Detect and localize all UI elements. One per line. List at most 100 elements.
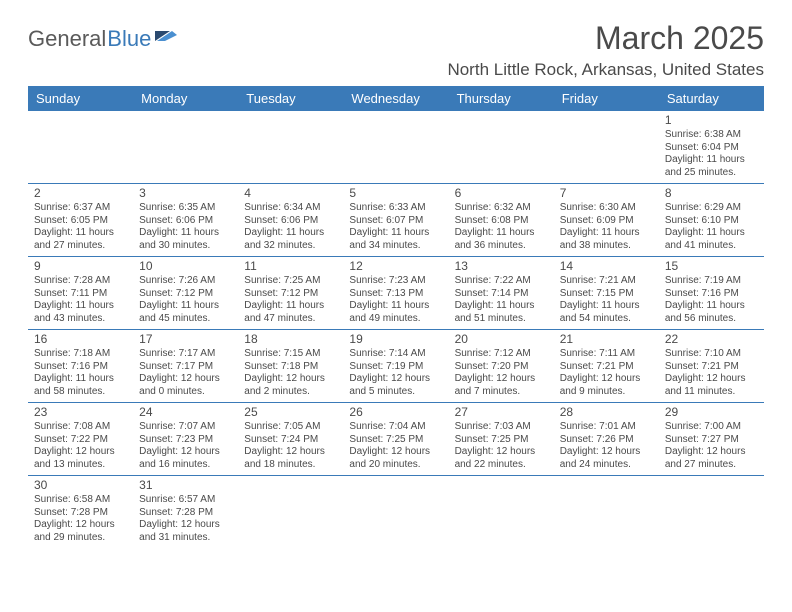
calendar-cell: 2Sunrise: 6:37 AMSunset: 6:05 PMDaylight… [28, 184, 133, 257]
sunrise-line: Sunrise: 7:25 AM [244, 275, 337, 288]
day-number: 26 [349, 405, 442, 420]
day-number: 22 [665, 332, 758, 347]
sunrise-line: Sunrise: 6:30 AM [560, 202, 653, 215]
calendar-row: 16Sunrise: 7:18 AMSunset: 7:16 PMDayligh… [28, 330, 764, 403]
daylight-line: Daylight: 11 hours and 32 minutes. [244, 227, 337, 252]
sunrise-line: Sunrise: 7:12 AM [455, 348, 548, 361]
calendar-cell: 23Sunrise: 7:08 AMSunset: 7:22 PMDayligh… [28, 403, 133, 476]
calendar-cell-empty [238, 476, 343, 549]
calendar-cell: 6Sunrise: 6:32 AMSunset: 6:08 PMDaylight… [449, 184, 554, 257]
day-number: 13 [455, 259, 548, 274]
day-number: 31 [139, 478, 232, 493]
calendar-cell-empty [343, 111, 448, 184]
daylight-line: Daylight: 12 hours and 29 minutes. [34, 519, 127, 544]
calendar-row: 30Sunrise: 6:58 AMSunset: 7:28 PMDayligh… [28, 476, 764, 549]
daylight-line: Daylight: 12 hours and 24 minutes. [560, 446, 653, 471]
calendar-table: SundayMondayTuesdayWednesdayThursdayFrid… [28, 86, 764, 548]
calendar-cell: 20Sunrise: 7:12 AMSunset: 7:20 PMDayligh… [449, 330, 554, 403]
sunset-line: Sunset: 6:08 PM [455, 215, 548, 228]
day-header: Sunday [28, 86, 133, 111]
day-number: 2 [34, 186, 127, 201]
day-number: 23 [34, 405, 127, 420]
day-number: 4 [244, 186, 337, 201]
location: North Little Rock, Arkansas, United Stat… [447, 60, 764, 80]
day-number: 25 [244, 405, 337, 420]
sunrise-line: Sunrise: 6:29 AM [665, 202, 758, 215]
day-number: 20 [455, 332, 548, 347]
sunset-line: Sunset: 7:12 PM [244, 288, 337, 301]
daylight-line: Daylight: 12 hours and 31 minutes. [139, 519, 232, 544]
calendar-cell: 7Sunrise: 6:30 AMSunset: 6:09 PMDaylight… [554, 184, 659, 257]
sunset-line: Sunset: 7:21 PM [665, 361, 758, 374]
sunset-line: Sunset: 7:20 PM [455, 361, 548, 374]
calendar-row: 1Sunrise: 6:38 AMSunset: 6:04 PMDaylight… [28, 111, 764, 184]
day-number: 16 [34, 332, 127, 347]
day-header: Wednesday [343, 86, 448, 111]
sunrise-line: Sunrise: 7:18 AM [34, 348, 127, 361]
daylight-line: Daylight: 11 hours and 30 minutes. [139, 227, 232, 252]
calendar-row: 2Sunrise: 6:37 AMSunset: 6:05 PMDaylight… [28, 184, 764, 257]
sunset-line: Sunset: 7:17 PM [139, 361, 232, 374]
sunset-line: Sunset: 7:14 PM [455, 288, 548, 301]
sunrise-line: Sunrise: 7:21 AM [560, 275, 653, 288]
day-number: 28 [560, 405, 653, 420]
calendar-cell: 14Sunrise: 7:21 AMSunset: 7:15 PMDayligh… [554, 257, 659, 330]
daylight-line: Daylight: 11 hours and 36 minutes. [455, 227, 548, 252]
sunset-line: Sunset: 7:21 PM [560, 361, 653, 374]
sunset-line: Sunset: 6:10 PM [665, 215, 758, 228]
calendar-cell-empty [28, 111, 133, 184]
sunset-line: Sunset: 7:11 PM [34, 288, 127, 301]
calendar-row: 23Sunrise: 7:08 AMSunset: 7:22 PMDayligh… [28, 403, 764, 476]
daylight-line: Daylight: 12 hours and 9 minutes. [560, 373, 653, 398]
day-header: Friday [554, 86, 659, 111]
sunset-line: Sunset: 7:18 PM [244, 361, 337, 374]
day-number: 10 [139, 259, 232, 274]
daylight-line: Daylight: 11 hours and 43 minutes. [34, 300, 127, 325]
daylight-line: Daylight: 11 hours and 25 minutes. [665, 154, 758, 179]
sunset-line: Sunset: 7:27 PM [665, 434, 758, 447]
calendar-cell: 29Sunrise: 7:00 AMSunset: 7:27 PMDayligh… [659, 403, 764, 476]
sunset-line: Sunset: 7:23 PM [139, 434, 232, 447]
sunrise-line: Sunrise: 7:08 AM [34, 421, 127, 434]
calendar-row: 9Sunrise: 7:28 AMSunset: 7:11 PMDaylight… [28, 257, 764, 330]
sunset-line: Sunset: 6:04 PM [665, 142, 758, 155]
day-number: 1 [665, 113, 758, 128]
day-header: Tuesday [238, 86, 343, 111]
sunset-line: Sunset: 6:06 PM [244, 215, 337, 228]
sunset-line: Sunset: 7:12 PM [139, 288, 232, 301]
sunset-line: Sunset: 7:16 PM [34, 361, 127, 374]
day-number: 14 [560, 259, 653, 274]
sunrise-line: Sunrise: 6:57 AM [139, 494, 232, 507]
calendar-cell: 18Sunrise: 7:15 AMSunset: 7:18 PMDayligh… [238, 330, 343, 403]
day-number: 7 [560, 186, 653, 201]
day-number: 3 [139, 186, 232, 201]
daylight-line: Daylight: 11 hours and 56 minutes. [665, 300, 758, 325]
calendar-cell-empty [133, 111, 238, 184]
calendar-cell: 28Sunrise: 7:01 AMSunset: 7:26 PMDayligh… [554, 403, 659, 476]
calendar-cell: 26Sunrise: 7:04 AMSunset: 7:25 PMDayligh… [343, 403, 448, 476]
daylight-line: Daylight: 11 hours and 54 minutes. [560, 300, 653, 325]
sunrise-line: Sunrise: 7:10 AM [665, 348, 758, 361]
daylight-line: Daylight: 11 hours and 45 minutes. [139, 300, 232, 325]
sunrise-line: Sunrise: 7:15 AM [244, 348, 337, 361]
sunset-line: Sunset: 7:15 PM [560, 288, 653, 301]
sunset-line: Sunset: 7:16 PM [665, 288, 758, 301]
daylight-line: Daylight: 12 hours and 27 minutes. [665, 446, 758, 471]
day-number: 12 [349, 259, 442, 274]
sunset-line: Sunset: 7:28 PM [34, 507, 127, 520]
day-number: 15 [665, 259, 758, 274]
calendar-cell: 19Sunrise: 7:14 AMSunset: 7:19 PMDayligh… [343, 330, 448, 403]
sunset-line: Sunset: 7:19 PM [349, 361, 442, 374]
day-number: 21 [560, 332, 653, 347]
calendar-cell-empty [343, 476, 448, 549]
daylight-line: Daylight: 11 hours and 58 minutes. [34, 373, 127, 398]
sunrise-line: Sunrise: 7:19 AM [665, 275, 758, 288]
daylight-line: Daylight: 12 hours and 18 minutes. [244, 446, 337, 471]
calendar-cell: 8Sunrise: 6:29 AMSunset: 6:10 PMDaylight… [659, 184, 764, 257]
flag-icon [155, 24, 179, 50]
calendar-cell: 13Sunrise: 7:22 AMSunset: 7:14 PMDayligh… [449, 257, 554, 330]
calendar-cell: 25Sunrise: 7:05 AMSunset: 7:24 PMDayligh… [238, 403, 343, 476]
calendar-cell: 5Sunrise: 6:33 AMSunset: 6:07 PMDaylight… [343, 184, 448, 257]
daylight-line: Daylight: 11 hours and 38 minutes. [560, 227, 653, 252]
sunset-line: Sunset: 6:05 PM [34, 215, 127, 228]
